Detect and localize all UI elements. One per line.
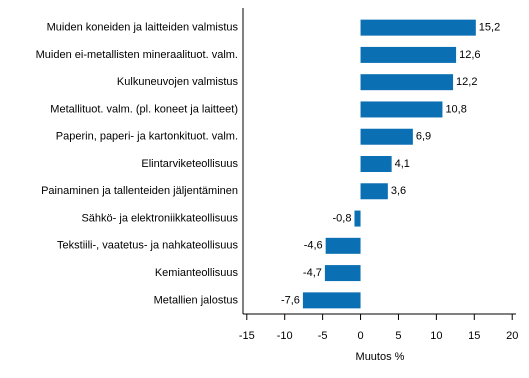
bar (360, 183, 388, 200)
category-label: Elintarviketeollisuus (141, 158, 238, 170)
x-tick-label: -15 (239, 330, 255, 342)
bar (354, 210, 361, 227)
x-tick-label: 15 (468, 330, 480, 342)
bar (360, 101, 443, 118)
x-tick-label: 10 (430, 330, 442, 342)
category-label: Kemianteollisuus (155, 267, 239, 279)
x-tick-label: 0 (357, 330, 363, 342)
x-tick-label: 5 (395, 330, 401, 342)
bar (325, 237, 361, 254)
value-label: -4,6 (304, 240, 323, 252)
category-label: Metallituot. valm. (pl. koneet ja laitte… (50, 103, 238, 115)
x-axis-title: Muutos % (356, 351, 405, 363)
value-label: 12,2 (456, 76, 477, 88)
bar (302, 292, 361, 309)
bar (360, 46, 457, 63)
category-label: Kulkuneuvojen valmistus (117, 76, 239, 88)
value-label: 6,9 (416, 131, 431, 143)
value-label: 10,8 (445, 103, 466, 115)
x-tick-label: -10 (277, 330, 293, 342)
category-label: Muiden ei-metallisten mineraalituot. val… (36, 49, 238, 61)
bar (360, 156, 392, 172)
bar (324, 265, 361, 282)
category-label: Tekstiili-, vaatetus- ja nahkateollisuus (57, 240, 238, 252)
value-label: -0,8 (333, 212, 352, 224)
category-label: Muiden koneiden ja laitteiden valmistus (47, 22, 239, 34)
category-label: Metallien jalostus (154, 294, 239, 306)
value-label: 12,6 (459, 49, 480, 61)
bar (360, 19, 476, 36)
value-label: -7,6 (281, 294, 300, 306)
value-label: 3,6 (391, 185, 406, 197)
x-tick-label: -5 (318, 330, 328, 342)
category-label: Paperin, paperi- ja kartonkituot. valm. (56, 131, 238, 143)
bar (360, 74, 454, 91)
value-label: 15,2 (479, 22, 500, 34)
category-label: Painaminen ja tallenteiden jäljentäminen (41, 185, 238, 197)
value-label: 4,1 (395, 158, 410, 170)
x-tick-label: 20 (506, 330, 518, 342)
category-label: Sähkö- ja elektroniikkateollisuus (81, 212, 238, 224)
bar (360, 128, 413, 145)
value-label: -4,7 (303, 267, 322, 279)
